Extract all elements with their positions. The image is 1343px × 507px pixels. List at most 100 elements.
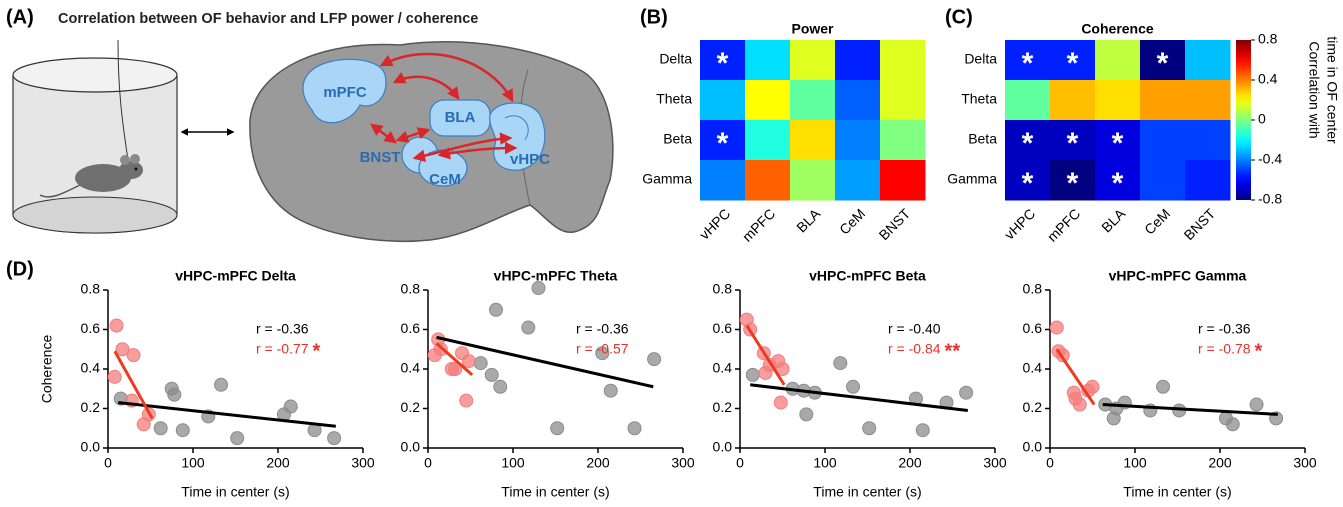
heat-cell (1050, 120, 1096, 161)
data-point (550, 421, 565, 436)
data-point (107, 369, 122, 384)
heat-cell (1095, 120, 1141, 161)
heat-cell (1005, 120, 1051, 161)
data-point (1072, 397, 1087, 412)
column-label: mPFC (1044, 205, 1083, 244)
open-field (12, 39, 178, 234)
heat-cell (745, 160, 791, 201)
column-label: CeM (1141, 205, 1173, 237)
x-tick-label: 0 (736, 455, 744, 471)
heat-cell (1050, 80, 1096, 121)
heat-cell (745, 120, 791, 161)
data-point (773, 395, 788, 410)
significance-star: * (1067, 127, 1079, 160)
y-tick-label: 0.6 (401, 320, 421, 336)
x-axis-label: Time in center (s) (813, 484, 921, 500)
x-tick-label: 300 (671, 455, 695, 471)
annotation: r = -0.78 (1198, 341, 1251, 357)
column-label: BNST (1181, 205, 1219, 243)
data-point (745, 367, 760, 382)
y-tick-label: 0.0 (401, 439, 421, 455)
heat-cell (1185, 120, 1231, 161)
data-point (153, 421, 168, 436)
fit-line (118, 401, 336, 428)
fit-line (436, 335, 654, 389)
x-tick-label: 200 (898, 455, 922, 471)
y-tick-label: 0.8 (81, 281, 101, 297)
row-label: Theta (656, 91, 692, 107)
data-point (126, 348, 141, 363)
data-point (461, 354, 476, 369)
data-point (915, 423, 930, 438)
x-tick-label: 100 (813, 455, 837, 471)
colorbar-label: time in OF center (1324, 36, 1340, 144)
significance-star: * (1022, 47, 1034, 80)
y-tick-label: 0.4 (81, 360, 101, 376)
y-tick-label: 0.0 (81, 439, 101, 455)
chart-title: Power (791, 21, 834, 37)
data-point (647, 352, 662, 367)
region-label: vHPC (510, 151, 550, 168)
heat-cell (1140, 80, 1186, 121)
panel-label: (C) (945, 6, 973, 28)
data-point (1249, 397, 1264, 412)
heat-cell (1185, 80, 1231, 121)
data-point (175, 423, 190, 438)
brain: mPFC BLA BNST CeM vHPC (249, 41, 614, 243)
heat-cell (790, 120, 836, 161)
region-label: mPFC (323, 84, 367, 101)
heat-cell (1185, 160, 1231, 201)
x-tick-label: 300 (983, 455, 1007, 471)
chart-title: vHPC-mPFC Beta (809, 268, 926, 284)
x-tick-label: 100 (181, 455, 205, 471)
data-point (799, 407, 814, 422)
fit-line (750, 383, 968, 412)
y-tick-label: 0.2 (401, 399, 421, 415)
annotation: r = -0.36 (1198, 321, 1251, 337)
heat-cell (700, 40, 746, 81)
data-point (1085, 379, 1100, 394)
y-tick-label: 0.8 (713, 281, 733, 297)
panel-label: (A) (6, 6, 34, 28)
heat-cell (700, 120, 746, 161)
x-tick-label: 100 (1123, 455, 1147, 471)
y-tick-label: 0.2 (81, 399, 101, 415)
data-point (959, 385, 974, 400)
heat-cell (1185, 40, 1231, 81)
heat-cell (1140, 40, 1186, 81)
significance-star: * (1157, 47, 1169, 80)
heat-cell (790, 160, 836, 201)
colorbar (1236, 40, 1251, 200)
chart-title: vHPC-mPFC Gamma (1109, 268, 1247, 284)
heat-cell (1140, 120, 1186, 161)
heat-cell (880, 160, 926, 201)
row-label: Beta (663, 131, 692, 147)
significance-star: * (1112, 167, 1124, 200)
x-tick-label: 100 (501, 455, 525, 471)
row-label: Beta (968, 131, 997, 147)
panel-label: (B) (640, 6, 668, 28)
chart-title: vHPC-mPFC Delta (175, 268, 296, 284)
x-tick-label: 0 (104, 455, 112, 471)
x-axis-label: Time in center (s) (181, 484, 289, 500)
y-tick-label: 0.2 (713, 399, 733, 415)
heat-cell (835, 80, 881, 121)
data-point (109, 318, 124, 333)
heat-cell (835, 40, 881, 81)
x-tick-label: 300 (351, 455, 375, 471)
data-point (595, 346, 610, 361)
y-tick-label: 0.8 (401, 281, 421, 297)
fit-line (1055, 348, 1096, 406)
x-tick-label: 200 (586, 455, 610, 471)
data-point (473, 356, 488, 371)
y-tick-label: 0.0 (1023, 439, 1043, 455)
data-point (489, 302, 503, 317)
significance-star: * (717, 47, 729, 80)
y-axis-label: Coherence (39, 335, 55, 404)
data-point (603, 383, 618, 398)
heat-cell (1005, 160, 1051, 201)
row-label: Theta (961, 91, 997, 107)
x-tick-label: 200 (266, 455, 290, 471)
data-point (627, 421, 642, 436)
